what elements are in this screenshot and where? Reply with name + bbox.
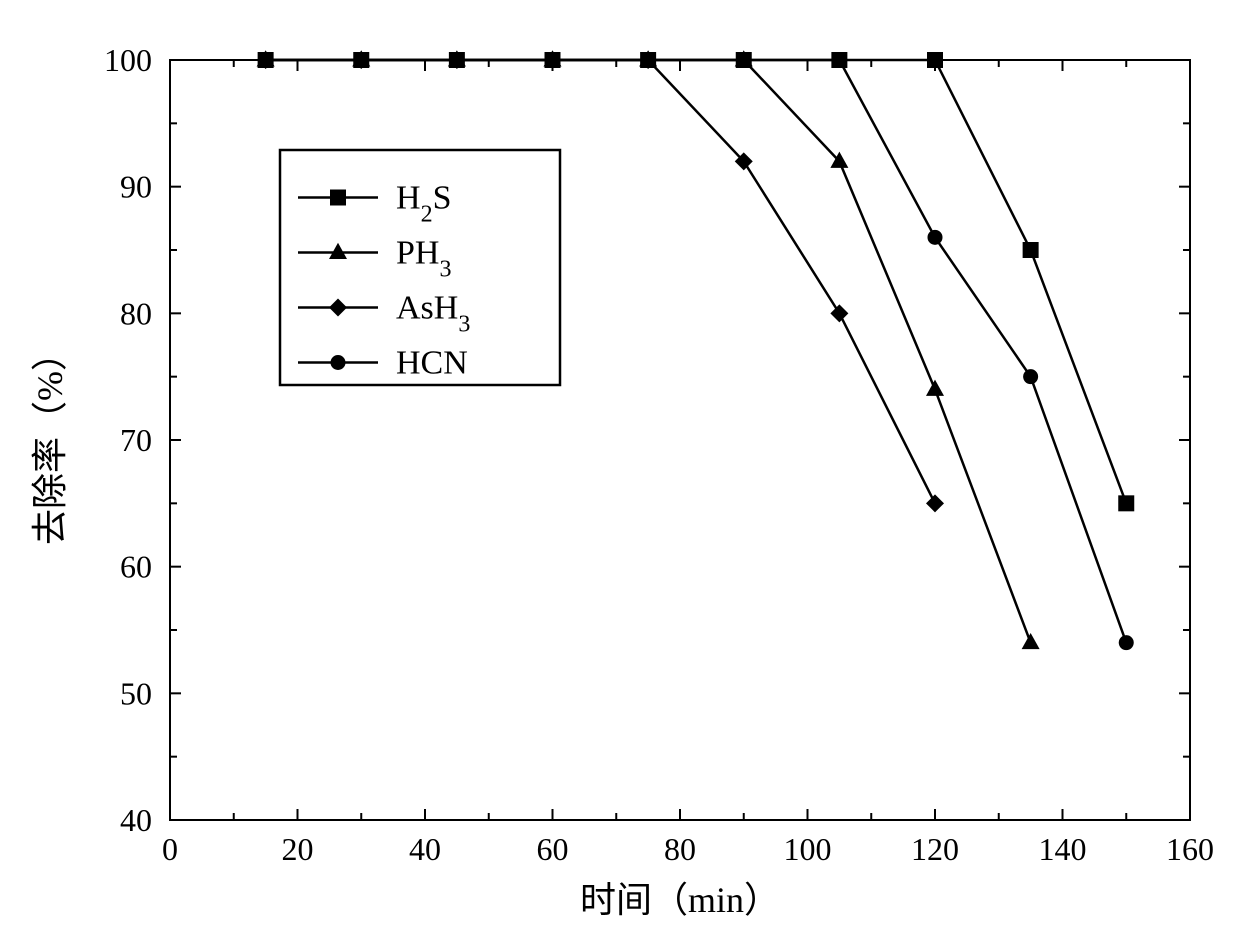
legend-label: PH3	[396, 235, 451, 283]
marker-triangle	[1022, 633, 1040, 649]
x-tick-label: 20	[282, 831, 314, 867]
chart-container: 020406080100120140160405060708090100时间（m…	[0, 0, 1239, 942]
x-tick-label: 0	[162, 831, 178, 867]
y-tick-label: 80	[120, 295, 152, 331]
marker-diamond	[830, 304, 848, 322]
series-H2S	[258, 52, 1135, 511]
marker-circle	[641, 53, 656, 68]
x-tick-label: 160	[1166, 831, 1214, 867]
marker-triangle	[329, 243, 347, 259]
marker-circle	[1023, 369, 1038, 384]
y-tick-label: 100	[104, 42, 152, 78]
marker-circle	[354, 53, 369, 68]
series-HCN	[258, 53, 1134, 651]
y-tick-label: 40	[120, 802, 152, 838]
marker-circle	[736, 53, 751, 68]
marker-square	[1023, 242, 1039, 258]
marker-triangle	[926, 380, 944, 396]
x-tick-label: 140	[1039, 831, 1087, 867]
y-tick-label: 50	[120, 675, 152, 711]
y-axis-label: 去除率（%）	[30, 335, 70, 545]
marker-square	[927, 52, 943, 68]
series-line	[266, 60, 1031, 643]
marker-circle	[449, 53, 464, 68]
y-tick-label: 70	[120, 422, 152, 458]
series-AsH3	[257, 51, 944, 512]
y-tick-label: 60	[120, 549, 152, 585]
marker-circle	[928, 230, 943, 245]
marker-diamond	[329, 299, 347, 317]
y-tick-label: 90	[120, 169, 152, 205]
legend-label: HCN	[396, 345, 468, 382]
series-line	[266, 60, 1127, 503]
x-tick-label: 100	[784, 831, 832, 867]
x-tick-label: 40	[409, 831, 441, 867]
plot-frame	[170, 60, 1190, 820]
x-axis-label: 时间（min）	[580, 880, 780, 920]
marker-circle	[258, 53, 273, 68]
marker-circle	[545, 53, 560, 68]
marker-circle	[331, 355, 346, 370]
x-tick-label: 60	[537, 831, 569, 867]
x-tick-label: 120	[911, 831, 959, 867]
series-PH3	[257, 50, 1040, 649]
series-line	[266, 60, 935, 503]
marker-square	[330, 190, 346, 206]
legend-label: H2S	[396, 180, 451, 228]
x-tick-label: 80	[664, 831, 696, 867]
marker-circle	[832, 53, 847, 68]
legend-label: AsH3	[396, 290, 470, 338]
marker-diamond	[926, 494, 944, 512]
chart-svg: 020406080100120140160405060708090100时间（m…	[0, 0, 1239, 942]
marker-square	[1118, 495, 1134, 511]
marker-circle	[1119, 635, 1134, 650]
